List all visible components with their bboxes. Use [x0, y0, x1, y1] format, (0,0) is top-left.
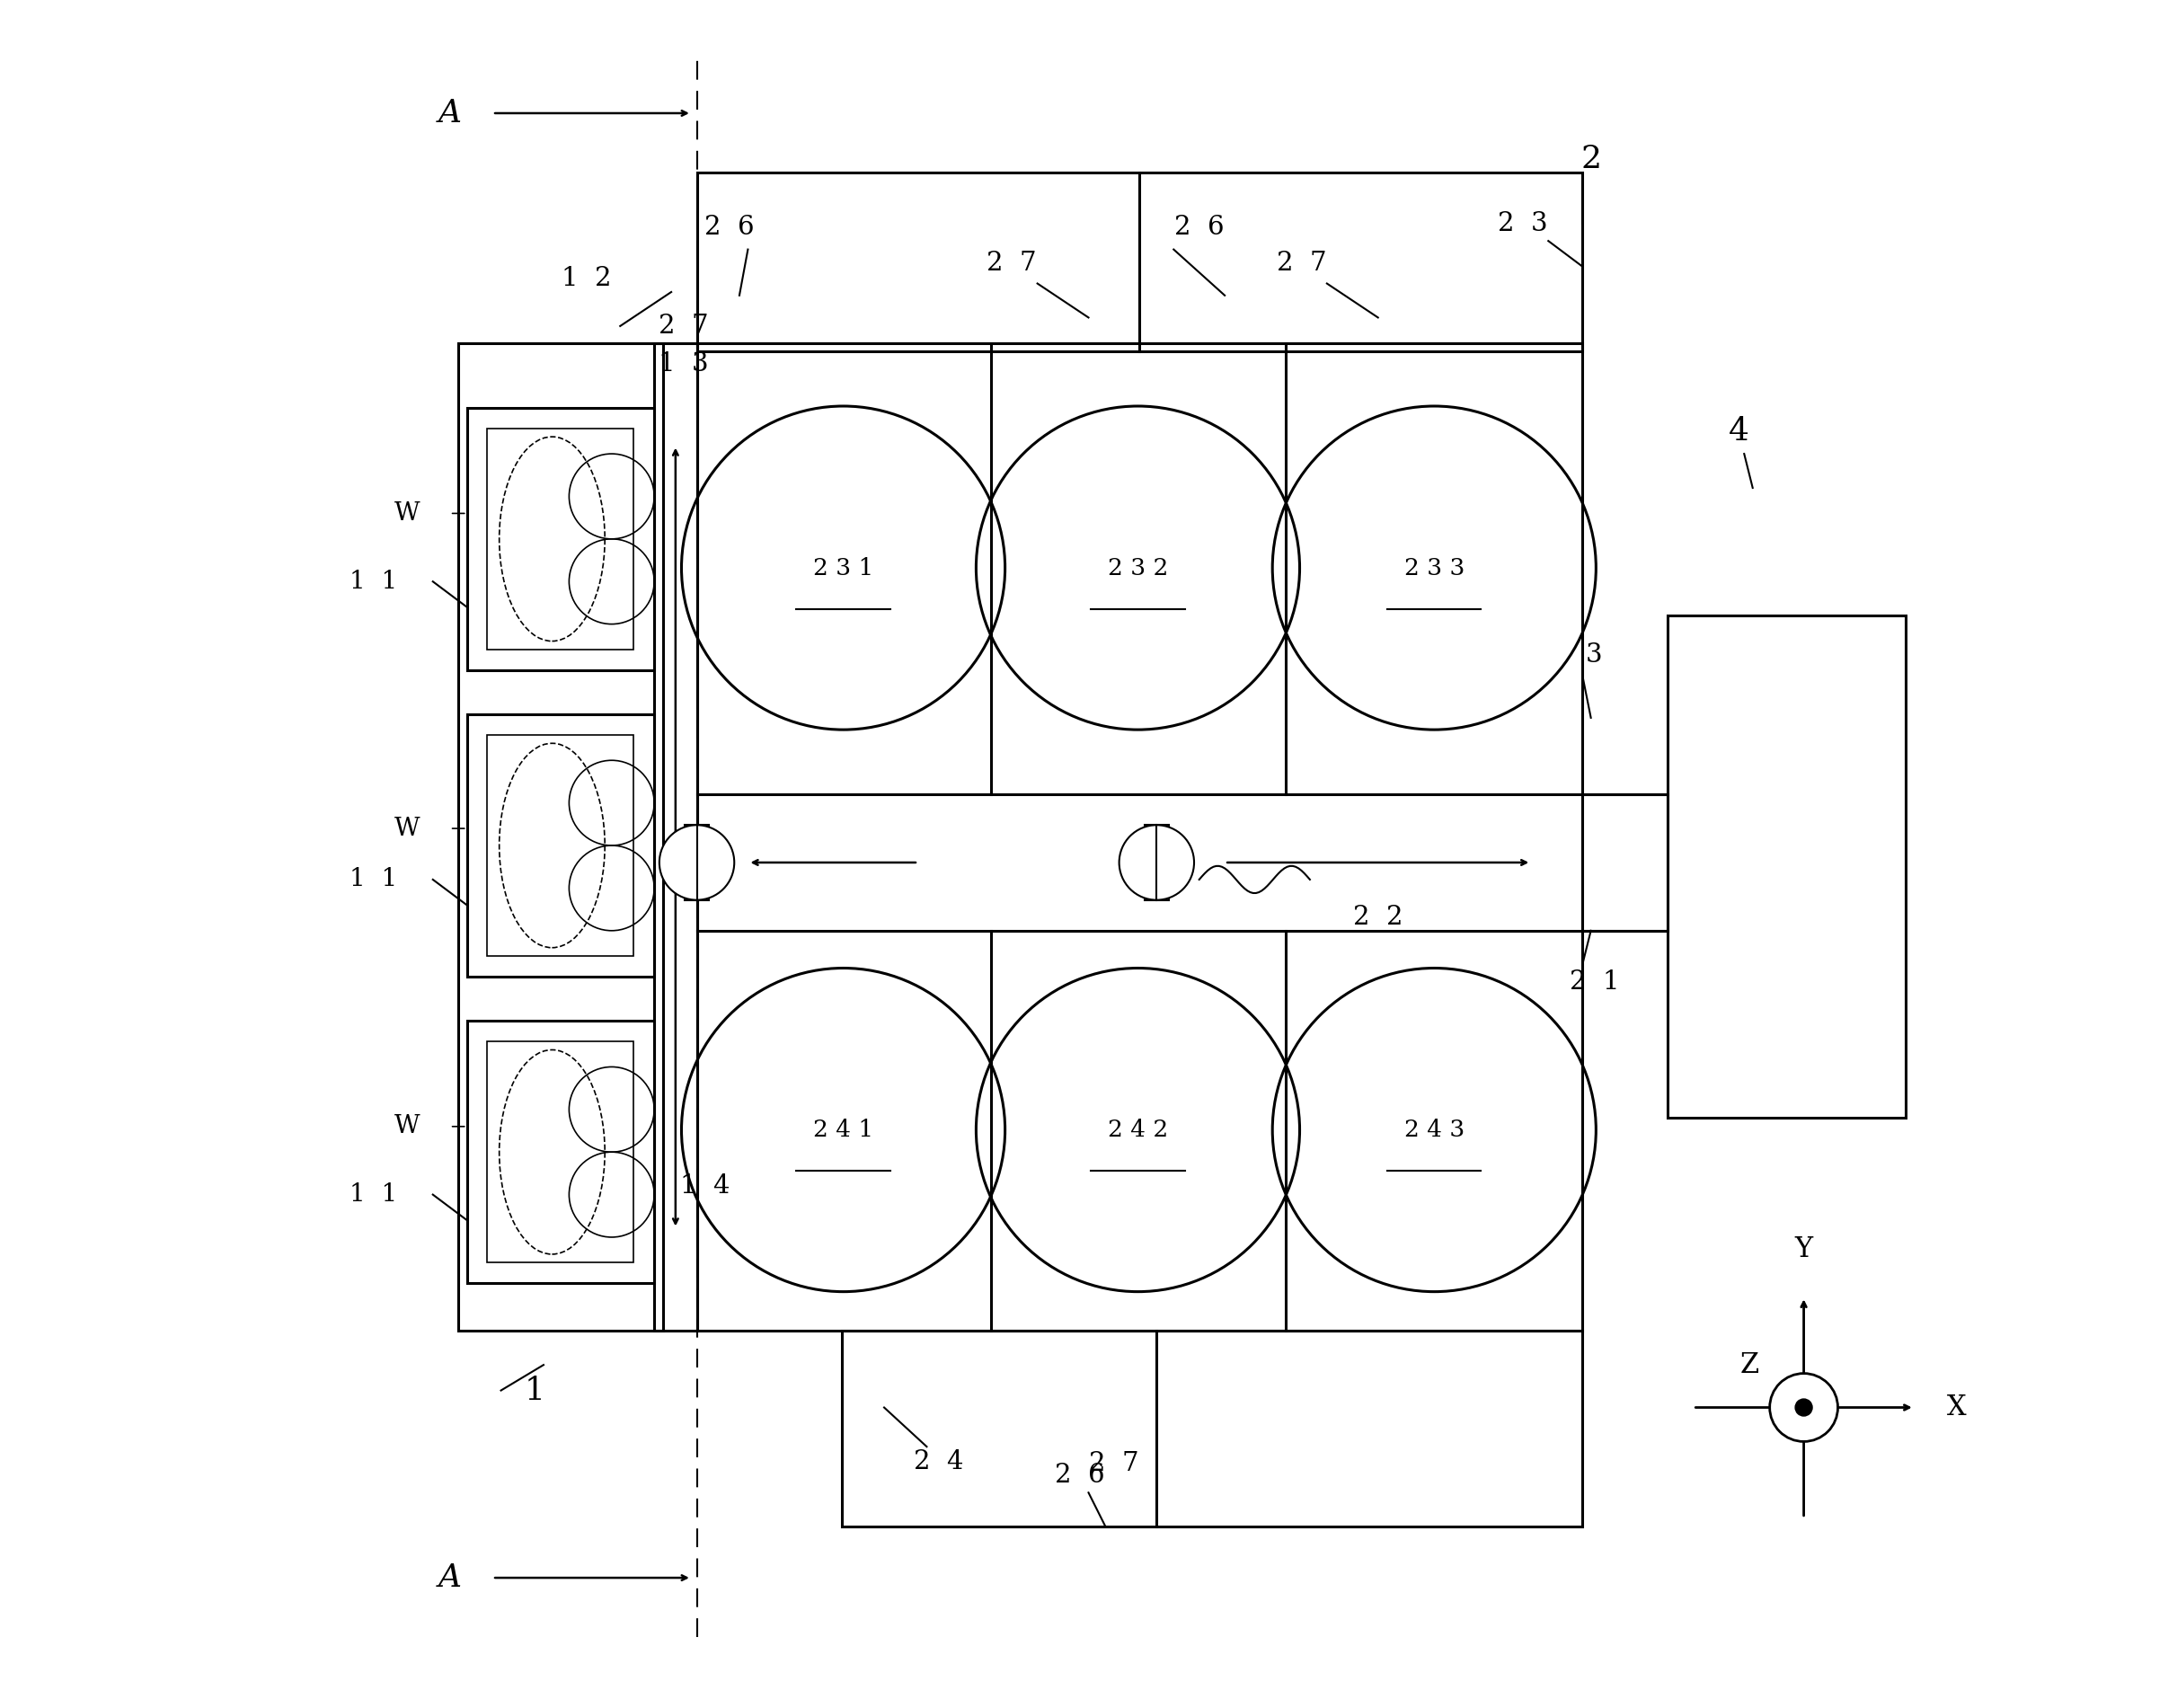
- Text: 2 4 2: 2 4 2: [1108, 1119, 1169, 1141]
- Bar: [459, 343, 662, 1331]
- Bar: [697, 173, 1583, 352]
- Bar: [1145, 825, 1169, 900]
- Text: 1  2: 1 2: [562, 266, 612, 290]
- Text: 2  2: 2 2: [1354, 905, 1402, 929]
- Bar: [686, 825, 710, 900]
- Text: 2  6: 2 6: [1173, 215, 1223, 239]
- Bar: [1583, 794, 1668, 931]
- Text: 2  1: 2 1: [1570, 968, 1620, 994]
- Text: 2  7: 2 7: [1276, 251, 1326, 275]
- Text: W: W: [394, 816, 420, 840]
- Text: 1: 1: [525, 1375, 546, 1406]
- Text: 2 3 2: 2 3 2: [1108, 557, 1169, 579]
- Text: 1  4: 1 4: [681, 1173, 729, 1199]
- Circle shape: [1770, 1373, 1837, 1442]
- Bar: [466, 714, 655, 977]
- Text: Z: Z: [1739, 1351, 1759, 1378]
- Bar: [842, 1331, 1583, 1527]
- Text: 2  7: 2 7: [1088, 1452, 1139, 1476]
- Text: 2 4 3: 2 4 3: [1404, 1119, 1465, 1141]
- Text: 2: 2: [1581, 143, 1602, 174]
- Bar: [655, 343, 697, 1331]
- Text: 2  6: 2 6: [1056, 1464, 1106, 1488]
- Text: Y: Y: [1794, 1235, 1813, 1262]
- Text: X: X: [1946, 1394, 1966, 1421]
- Circle shape: [1796, 1399, 1811, 1416]
- Circle shape: [660, 825, 734, 900]
- Text: 2 4 1: 2 4 1: [814, 1119, 873, 1141]
- Text: A: A: [438, 97, 462, 128]
- Text: 3: 3: [1585, 642, 1602, 668]
- Text: 2  7: 2 7: [657, 314, 708, 338]
- Text: 2  6: 2 6: [703, 215, 753, 239]
- Bar: [1668, 615, 1905, 1119]
- Text: 1  1: 1 1: [348, 868, 396, 892]
- Text: 2  3: 2 3: [1498, 212, 1548, 236]
- Text: 2 3 3: 2 3 3: [1404, 557, 1465, 579]
- Bar: [697, 343, 1583, 1331]
- Bar: [466, 408, 655, 670]
- Text: 4: 4: [1729, 417, 1750, 447]
- Bar: [488, 1042, 634, 1262]
- Text: 2  7: 2 7: [986, 251, 1036, 275]
- Text: 1  1: 1 1: [348, 1182, 396, 1208]
- Bar: [466, 1021, 655, 1283]
- Text: A: A: [438, 1563, 462, 1594]
- Text: W: W: [394, 1114, 420, 1139]
- Circle shape: [1119, 825, 1195, 900]
- Text: W: W: [394, 500, 420, 526]
- Text: 2 3 1: 2 3 1: [812, 557, 873, 579]
- Text: 2  4: 2 4: [914, 1450, 964, 1474]
- Bar: [488, 429, 634, 649]
- Text: 1  1: 1 1: [348, 569, 396, 594]
- Text: 1  3: 1 3: [657, 350, 708, 376]
- Bar: [488, 734, 634, 956]
